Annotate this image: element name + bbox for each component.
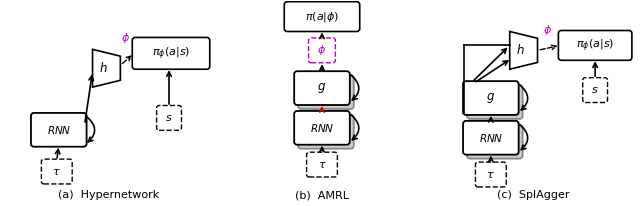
Text: $\phi$: $\phi$: [543, 23, 552, 37]
Text: $\pi(a|\phi)$: $\pi(a|\phi)$: [305, 10, 339, 23]
FancyBboxPatch shape: [298, 115, 354, 149]
FancyBboxPatch shape: [467, 125, 523, 159]
FancyBboxPatch shape: [467, 85, 523, 119]
FancyBboxPatch shape: [294, 71, 350, 105]
Polygon shape: [509, 32, 538, 69]
FancyBboxPatch shape: [582, 78, 607, 103]
Text: (a)  Hypernetwork: (a) Hypernetwork: [58, 190, 159, 200]
Text: $\phi$: $\phi$: [122, 31, 131, 45]
Text: $h$: $h$: [516, 43, 525, 57]
Text: $\phi$: $\phi$: [317, 43, 326, 57]
Text: $RNN$: $RNN$: [479, 132, 503, 144]
Text: $RNN$: $RNN$: [310, 122, 334, 134]
Text: $\tau$: $\tau$: [52, 166, 61, 177]
Polygon shape: [93, 49, 120, 87]
Text: $g$: $g$: [486, 91, 495, 105]
Text: $\tau$: $\tau$: [486, 170, 495, 179]
FancyBboxPatch shape: [31, 113, 86, 147]
FancyBboxPatch shape: [294, 111, 350, 145]
FancyBboxPatch shape: [307, 152, 337, 177]
FancyBboxPatch shape: [308, 38, 335, 63]
FancyBboxPatch shape: [298, 75, 354, 109]
FancyBboxPatch shape: [476, 162, 506, 187]
Text: (b)  AMRL: (b) AMRL: [295, 190, 349, 200]
Text: $\tau$: $\tau$: [317, 160, 326, 170]
Text: $\pi_\phi(a|s)$: $\pi_\phi(a|s)$: [152, 45, 190, 62]
FancyBboxPatch shape: [463, 121, 518, 155]
FancyBboxPatch shape: [157, 105, 182, 130]
FancyBboxPatch shape: [42, 159, 72, 184]
FancyBboxPatch shape: [463, 81, 518, 115]
Text: $g$: $g$: [317, 81, 326, 95]
Text: (c)  SplAgger: (c) SplAgger: [497, 190, 570, 200]
FancyBboxPatch shape: [132, 37, 210, 69]
FancyBboxPatch shape: [558, 30, 632, 60]
Text: $\pi_\phi(a|s)$: $\pi_\phi(a|s)$: [576, 37, 614, 54]
FancyBboxPatch shape: [284, 2, 360, 32]
Text: $s$: $s$: [591, 85, 599, 95]
Text: $h$: $h$: [99, 61, 108, 75]
Text: $s$: $s$: [165, 113, 173, 123]
Text: $RNN$: $RNN$: [47, 124, 71, 136]
